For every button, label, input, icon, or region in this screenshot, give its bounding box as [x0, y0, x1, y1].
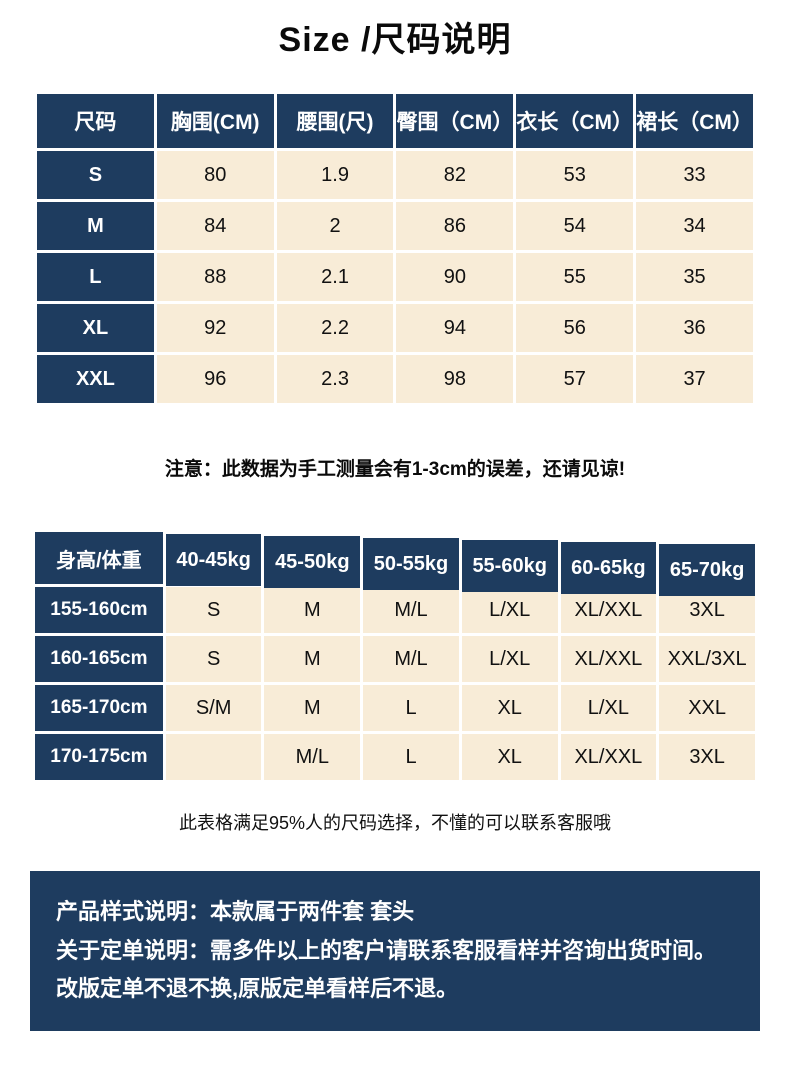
page-title: Size /尺码说明: [278, 21, 512, 59]
size-table-header-cell: 衣长（CM）: [516, 94, 634, 148]
size-row-label: XXL: [37, 355, 154, 403]
size-value-cell: 54: [516, 202, 634, 250]
fit-value-cell: S: [165, 636, 262, 682]
size-value-cell: 34: [636, 202, 753, 250]
fit-table-header-cell: 40-45kg: [165, 534, 262, 586]
size-value-cell: 56: [516, 304, 634, 352]
size-value-cell: 96: [156, 355, 274, 403]
fit-value-cell: XL: [461, 734, 558, 780]
fit-value-cell: S/M: [165, 685, 262, 731]
fit-row-label: 160-165cm: [35, 636, 163, 682]
product-info-box: 产品样式说明：本款属于两件套 套头 关于定单说明：需多件以上的客户请联系客服看样…: [30, 871, 760, 1031]
fit-value-cell: XL/XXL: [560, 734, 657, 780]
size-table-row: XXL 96 2.3 98 57 37: [37, 355, 753, 403]
fit-value-cell: XXL: [659, 685, 755, 731]
size-table-row: S 80 1.9 82 53 33: [37, 151, 753, 199]
size-table: 尺码 胸围(CM) 腰围(尺) 臀围（CM） 衣长（CM） 裙长（CM） S 8…: [34, 91, 756, 406]
product-style-text: 本款属于两件套 套头: [210, 899, 415, 924]
size-value-cell: 92: [156, 304, 274, 352]
size-value-cell: 2.2: [276, 304, 394, 352]
fit-table-row: 165-170cm S/M M L XL L/XL XXL: [35, 685, 755, 731]
size-value-cell: 35: [636, 253, 753, 301]
size-value-cell: 80: [156, 151, 274, 199]
size-row-label: M: [37, 202, 154, 250]
fit-table-header-cell: 55-60kg: [461, 540, 558, 592]
size-table-row: M 84 2 86 54 34: [37, 202, 753, 250]
size-table-header-cell: 腰围(尺): [276, 94, 394, 148]
size-value-cell: 86: [396, 202, 514, 250]
size-table-header-cell: 胸围(CM): [156, 94, 274, 148]
size-value-cell: 2.1: [276, 253, 394, 301]
fit-value-cell: M: [264, 685, 361, 731]
size-table-row: L 88 2.1 90 55 35: [37, 253, 753, 301]
size-value-cell: 1.9: [276, 151, 394, 199]
fit-table-header-cell: 60-65kg: [560, 542, 657, 594]
fit-value-cell: M: [264, 636, 361, 682]
size-value-cell: 36: [636, 304, 753, 352]
fit-value-cell: M/L: [363, 587, 459, 633]
size-value-cell: 82: [396, 151, 514, 199]
fit-table-header-cell: 50-55kg: [363, 538, 459, 590]
size-table-header-cell: 臀围（CM）: [396, 94, 514, 148]
size-value-cell: 98: [396, 355, 514, 403]
fit-value-cell: L/XL: [560, 685, 657, 731]
measurement-note: 注意：此数据为手工测量会有1-3cm的误差，还请见谅!: [164, 459, 626, 480]
fit-value-cell: XL/XXL: [560, 636, 657, 682]
product-style-line: 产品样式说明：本款属于两件套 套头: [56, 893, 734, 932]
size-value-cell: 84: [156, 202, 274, 250]
fit-value-cell: L: [363, 685, 459, 731]
fit-value-cell: 3XL: [659, 734, 755, 780]
size-table-row: XL 92 2.2 94 56 36: [37, 304, 753, 352]
fit-table-note: 此表格满足95%人的尺码选择，不懂的可以联系客服哦: [178, 813, 612, 833]
fit-value-cell: M/L: [363, 636, 459, 682]
size-value-cell: 90: [396, 253, 514, 301]
order-note-label: 关于定单说明：: [56, 937, 211, 963]
size-row-label: L: [37, 253, 154, 301]
size-value-cell: 57: [516, 355, 634, 403]
order-note-line: 关于定单说明：需多件以上的客户请联系客服看样并咨询出货时间。改版定单不退不换,原…: [56, 932, 734, 1009]
fit-table-row: 170-175cm M/L L XL XL/XXL 3XL: [35, 734, 755, 780]
size-row-label: XL: [37, 304, 154, 352]
size-value-cell: 53: [516, 151, 634, 199]
size-value-cell: 2: [276, 202, 394, 250]
fit-value-cell: [165, 734, 262, 780]
fit-row-label: 165-170cm: [35, 685, 163, 731]
fit-value-cell: M: [264, 587, 361, 633]
size-value-cell: 88: [156, 253, 274, 301]
fit-value-cell: L: [363, 734, 459, 780]
fit-row-label: 155-160cm: [35, 587, 163, 633]
size-table-header-cell: 裙长（CM）: [636, 94, 753, 148]
fit-value-cell: L/XL: [461, 587, 558, 633]
size-table-header-cell: 尺码: [37, 94, 154, 148]
size-value-cell: 55: [516, 253, 634, 301]
height-weight-table: 身高/体重 40-45kg 45-50kg 50-55kg 55-60kg 60…: [32, 529, 758, 783]
size-value-cell: 33: [636, 151, 753, 199]
fit-value-cell: S: [165, 587, 262, 633]
fit-row-label: 170-175cm: [35, 734, 163, 780]
fit-table-header-cell: 45-50kg: [264, 536, 361, 588]
fit-value-cell: M/L: [264, 734, 361, 780]
fit-table-row: 160-165cm S M M/L L/XL XL/XXL XXL/3XL: [35, 636, 755, 682]
size-value-cell: 94: [396, 304, 514, 352]
fit-table-corner-cell: 身高/体重: [35, 532, 163, 584]
fit-value-cell: XL: [461, 685, 558, 731]
fit-value-cell: XL/XXL: [560, 587, 657, 633]
size-row-label: S: [37, 151, 154, 199]
fit-value-cell: L/XL: [461, 636, 558, 682]
fit-value-cell: XXL/3XL: [659, 636, 755, 682]
fit-table-header-row: 身高/体重 40-45kg 45-50kg 50-55kg 55-60kg 60…: [35, 532, 755, 596]
fit-table-header-cell: 65-70kg: [659, 544, 755, 596]
size-value-cell: 37: [636, 355, 753, 403]
size-value-cell: 2.3: [276, 355, 394, 403]
product-style-label: 产品样式说明：: [56, 899, 211, 924]
size-guide-page: Size /尺码说明 尺码 胸围(CM) 腰围(尺) 臀围（CM） 衣长（CM）…: [30, 21, 760, 1031]
size-table-header-row: 尺码 胸围(CM) 腰围(尺) 臀围（CM） 衣长（CM） 裙长（CM）: [37, 94, 753, 148]
order-note-text: 需多件以上的客户请联系客服看样并咨询出货时间。改版定单不退不换,原版定单看样后不…: [56, 937, 717, 1002]
